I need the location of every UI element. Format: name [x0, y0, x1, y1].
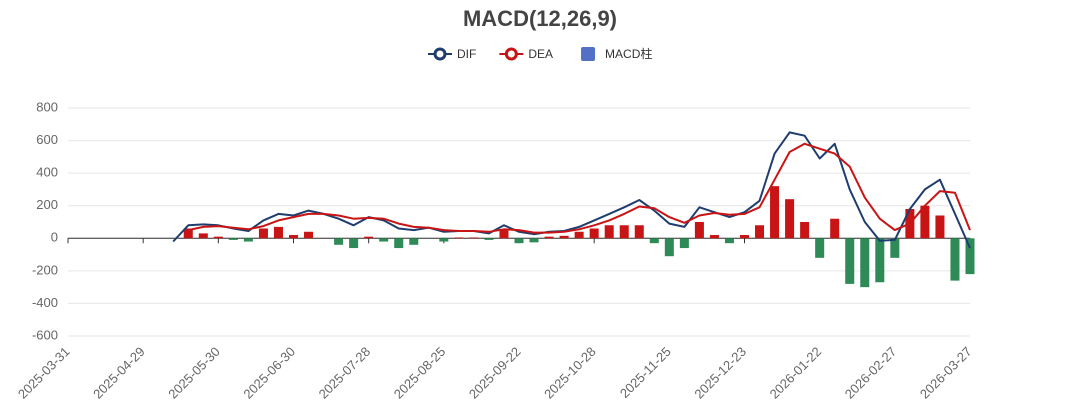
macd-bar: [724, 238, 734, 244]
legend-label: DIF: [457, 47, 476, 61]
legend-swatch: [581, 47, 596, 61]
x-tick-label: 2025-08-25: [391, 344, 449, 402]
x-tick-label: 2025-09-22: [466, 344, 524, 402]
macd-bar: [950, 238, 960, 281]
x-tick-label: 2026-01-22: [767, 344, 825, 402]
legend-label: MACD柱: [605, 46, 652, 61]
macd-bar: [649, 238, 659, 244]
macd-bar: [694, 222, 704, 239]
macd-bar: [544, 236, 554, 239]
macd-bar: [845, 238, 855, 284]
macd-bar: [574, 231, 584, 239]
macd-bar: [379, 238, 389, 242]
x-tick-label: 2025-03-31: [15, 344, 73, 402]
macd-bar: [709, 235, 719, 239]
macd-bar: [890, 238, 900, 258]
macd-bar: [183, 228, 193, 239]
y-tick-label: -600: [32, 327, 58, 342]
x-tick-label: 2025-07-28: [316, 344, 374, 402]
macd-bar: [920, 205, 930, 239]
y-tick-label: -400: [32, 295, 58, 310]
macd-bar: [634, 225, 644, 239]
macd-bar: [288, 235, 299, 239]
macd-bar: [273, 226, 283, 239]
macd-bar: [830, 218, 840, 239]
legend-swatch: [433, 47, 447, 61]
macd-bar: [529, 238, 539, 243]
chart-title: MACD(12,26,9): [463, 6, 617, 31]
macd-bar: [258, 228, 268, 239]
x-tick-label: 2025-12-23: [691, 344, 749, 402]
x-tick-label: 2025-04-29: [90, 344, 148, 402]
macd-bar: [664, 238, 674, 257]
line-1: [188, 142, 971, 234]
macd-bar: [364, 236, 374, 239]
macd-bar: [755, 225, 765, 239]
x-tick-label: 2025-06-30: [240, 344, 298, 402]
macd-bar: [965, 238, 975, 275]
macd-bar: [349, 238, 359, 249]
macd-bar: [770, 186, 780, 239]
y-tick-label: 600: [36, 132, 58, 147]
x-tick-label: 2025-10-28: [541, 344, 599, 402]
macd-bar: [454, 237, 464, 239]
macd-bar: [589, 228, 599, 239]
macd-bar: [304, 231, 314, 239]
y-tick-label: -200: [32, 262, 58, 277]
macd-bar: [815, 238, 825, 258]
macd-bar: [800, 222, 810, 239]
y-tick-label: 200: [36, 197, 58, 212]
macd-bar: [334, 238, 344, 245]
macd-bar: [559, 235, 569, 239]
macd-bar: [484, 238, 494, 240]
x-tick-label: 2025-11-25: [617, 344, 674, 401]
macd-bar: [514, 238, 524, 244]
macd-bar: [409, 238, 419, 245]
macd-bar: [739, 235, 750, 239]
legend-label: DEA: [528, 47, 553, 61]
y-tick-label: 0: [51, 230, 58, 245]
line-0: [172, 131, 971, 249]
legend-swatch: [504, 47, 518, 61]
x-tick-label: 2025-05-30: [165, 344, 223, 402]
macd-bar: [243, 238, 253, 242]
x-tick-label: 2026-02-27: [842, 344, 900, 402]
macd-bar: [469, 237, 479, 239]
macd-bar: [785, 199, 795, 239]
y-tick-label: 400: [36, 165, 58, 180]
macd-bar: [228, 238, 238, 240]
x-tick-label: 2026-03-27: [917, 344, 975, 402]
macd-bar: [679, 238, 689, 249]
macd-bar: [213, 236, 223, 239]
macd-bar: [935, 215, 945, 239]
macd-bar: [394, 238, 404, 249]
macd-bar: [860, 238, 870, 288]
y-tick-label: 800: [36, 99, 58, 114]
macd-bar: [499, 230, 509, 239]
macd-bar: [619, 225, 629, 239]
macd-bar: [439, 238, 449, 242]
macd-bar: [875, 238, 885, 283]
macd-bar: [604, 225, 614, 239]
macd-bar: [198, 233, 208, 239]
